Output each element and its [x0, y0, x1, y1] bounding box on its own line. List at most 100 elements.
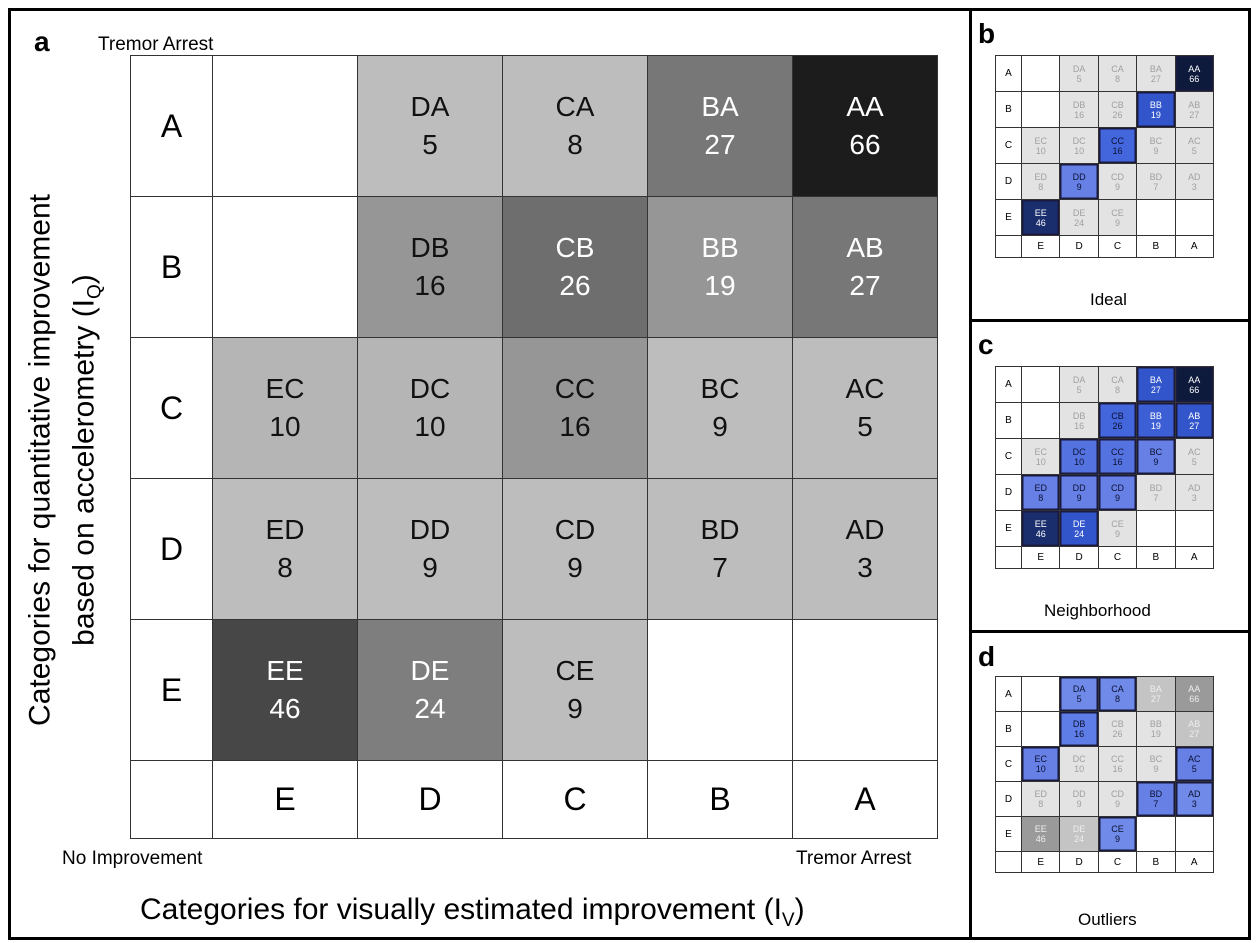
col-header-a: A — [793, 761, 938, 839]
cell-ec: EC 10 — [213, 338, 358, 479]
cell-empty — [1175, 817, 1214, 852]
cell-ad: AD 3 — [1175, 475, 1214, 511]
cell-empty — [1137, 200, 1176, 236]
cell-count: 16 — [1112, 145, 1123, 156]
cell-code: CA — [1111, 63, 1124, 74]
col-header-d: D — [358, 761, 503, 839]
cell-count: 5 — [1191, 145, 1197, 156]
cell-code: BC — [1149, 446, 1163, 457]
cell-ee: EE 46 — [1022, 817, 1061, 852]
cell-code: DD — [409, 514, 451, 545]
cell-code: BB — [701, 232, 739, 263]
row-header-d: D — [996, 782, 1022, 817]
axis-corner — [996, 852, 1022, 873]
cell-count: 5 — [1191, 764, 1197, 774]
row-header-e: E — [131, 620, 213, 761]
row-header-a: A — [996, 367, 1022, 403]
row-header-a: A — [131, 56, 213, 197]
cell-code: DC — [1072, 754, 1086, 764]
cell-code: AC — [1188, 135, 1201, 146]
axis-corner — [996, 547, 1022, 569]
cell-bb: BB 19 — [648, 197, 793, 338]
row-header-c: C — [996, 439, 1022, 475]
cell-count: 16 — [1074, 109, 1085, 120]
cell-ee: EE 46 — [1022, 511, 1061, 547]
cell-empty — [1137, 817, 1176, 852]
cell-code: AD — [845, 514, 885, 545]
panel-a-label: a — [34, 26, 50, 57]
cell-empty — [1022, 403, 1061, 439]
cell-ca: CA 8 — [1098, 367, 1138, 403]
cell-count: 9 — [1114, 217, 1120, 228]
panel-b-label: b — [978, 18, 996, 49]
cell-count: 5 — [422, 129, 438, 160]
cell-count: 9 — [712, 411, 728, 442]
col-header-e: E — [1022, 236, 1061, 258]
col-header-b: B — [1137, 236, 1176, 258]
cell-cd: CD 9 — [503, 479, 648, 620]
cell-count: 7 — [1153, 492, 1159, 503]
cell-dc: DC 10 — [1060, 128, 1099, 164]
row-header-b: B — [996, 92, 1022, 128]
col-header-b: B — [1137, 852, 1176, 873]
cell-count: 16 — [559, 411, 591, 442]
cell-count: 19 — [1150, 109, 1161, 120]
cell-empty — [1022, 367, 1061, 403]
cell-cc: CC 16 — [1098, 747, 1138, 782]
cell-code: AA — [1188, 374, 1201, 385]
cell-code: DC — [409, 373, 451, 404]
cell-code: DE — [1072, 518, 1086, 529]
cell-code: AA — [1188, 63, 1201, 74]
cell-aa: AA 66 — [1175, 367, 1214, 403]
cell-count: 9 — [1153, 145, 1159, 156]
cell-da: DA 5 — [358, 56, 503, 197]
cell-count: 9 — [422, 552, 438, 583]
cell-code: CB — [1111, 410, 1124, 421]
cell-code: CD — [1110, 171, 1124, 182]
cell-count: 66 — [1189, 384, 1200, 395]
y-axis-label: Categories for quantitative improvement … — [19, 194, 118, 726]
cell-code: BB — [1149, 719, 1162, 729]
cell-ed: ED 8 — [1022, 475, 1061, 511]
cell-ad: AD 3 — [793, 479, 938, 620]
col-header-c: C — [1098, 852, 1138, 873]
cell-code: DC — [1072, 446, 1086, 457]
cell-count: 9 — [1076, 181, 1082, 192]
col-header-c: C — [503, 761, 648, 839]
cell-code: DB — [1072, 99, 1086, 110]
cell-de: DE 24 — [358, 620, 503, 761]
cell-code: CE — [1111, 518, 1124, 529]
cell-code: DB — [1072, 410, 1086, 421]
col-header-d: D — [1060, 852, 1099, 873]
cell-count: 8 — [567, 129, 583, 160]
cell-code: BA — [1149, 374, 1162, 385]
cell-count: 5 — [1191, 456, 1197, 467]
cell-code: AD — [1188, 482, 1201, 493]
cell-empty — [1022, 92, 1061, 128]
y-axis-label-line2: based on accelerometry (IQ) — [67, 274, 106, 646]
cell-ac: AC 5 — [1175, 128, 1214, 164]
cell-count: 27 — [1189, 420, 1200, 431]
cell-count: 8 — [1038, 492, 1044, 503]
cell-cb: CB 26 — [1098, 712, 1138, 747]
cell-code: BD — [1149, 482, 1163, 493]
cell-code: EC — [265, 373, 305, 404]
y-axis-subscript: Q — [84, 284, 106, 299]
cell-count: 19 — [704, 270, 736, 301]
cell-count: 46 — [269, 693, 301, 724]
cell-empty — [793, 620, 938, 761]
cell-count: 10 — [1035, 456, 1046, 467]
cell-de: DE 24 — [1060, 817, 1099, 852]
cell-ed: ED 8 — [213, 479, 358, 620]
row-header-a: A — [996, 677, 1022, 712]
cell-count: 16 — [1074, 729, 1085, 739]
cell-count: 16 — [1112, 764, 1123, 774]
cell-code: CB — [1111, 719, 1124, 729]
col-header-c: C — [1098, 236, 1138, 258]
cell-ad: AD 3 — [1175, 164, 1214, 200]
cell-ee: EE 46 — [213, 620, 358, 761]
cell-count: 66 — [849, 129, 881, 160]
row-header-b: B — [996, 403, 1022, 439]
col-header-d: D — [1060, 236, 1099, 258]
cell-count: 5 — [1076, 384, 1082, 395]
